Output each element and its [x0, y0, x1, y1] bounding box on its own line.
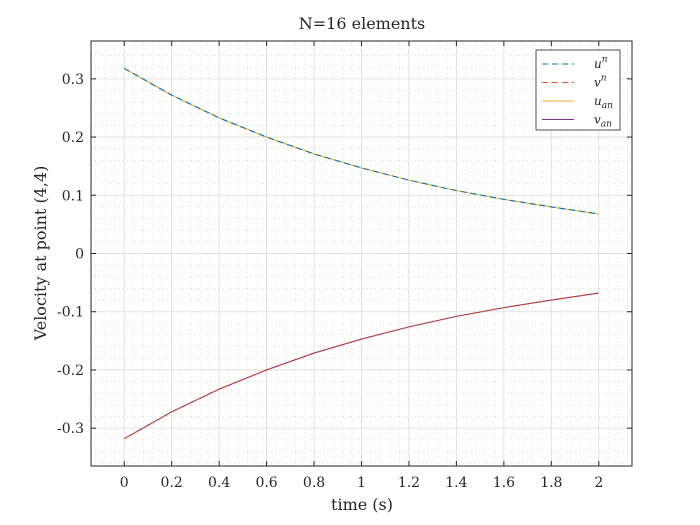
series-layer — [123, 67, 599, 440]
chart-title: N=16 elements — [299, 14, 426, 33]
y-tick-label: -0.3 — [57, 421, 84, 437]
x-tick-label: 0.8 — [303, 475, 325, 491]
series-line-v-n — [123, 292, 599, 440]
major-grid — [91, 41, 632, 466]
y-tick-label: -0.2 — [57, 363, 84, 379]
legend: un vn uan van — [535, 49, 621, 131]
x-tick-label: 2 — [594, 475, 603, 491]
x-tick-label: 0.4 — [208, 475, 230, 491]
x-tick-label: 1.8 — [540, 475, 562, 491]
legend-box — [535, 49, 621, 131]
y-tick-label: -0.1 — [57, 305, 84, 321]
legend-label: uan — [594, 94, 613, 111]
x-tick-label: 1.4 — [445, 475, 467, 491]
x-tick-label: 1.6 — [493, 475, 515, 491]
y-tick-label: 0.3 — [62, 72, 84, 88]
x-tick-label: 1.2 — [398, 475, 420, 491]
legend-label: vn — [594, 74, 607, 90]
x-tick-label: 1 — [357, 475, 366, 491]
x-tick-label: 0.6 — [255, 475, 277, 491]
series-line-u-n — [123, 67, 599, 215]
y-axis-label: Velocity at point (4,4) — [31, 166, 50, 342]
x-tick-label: 0 — [120, 475, 129, 491]
ticks-layer: 0 0.2 0.4 0.6 0.8 1 1.2 1.4 1.6 1.8 2 -0.3 -0.2 -0.1 0… — [57, 41, 632, 491]
y-tick-label: 0.1 — [62, 188, 84, 204]
x-tick-label: 0.2 — [161, 475, 183, 491]
y-tick-label: 0.2 — [62, 130, 84, 146]
y-tick-label: 0 — [75, 247, 84, 263]
x-axis-label: time (s) — [331, 495, 393, 514]
legend-label: un — [594, 55, 608, 71]
legend-label: van — [594, 113, 612, 130]
